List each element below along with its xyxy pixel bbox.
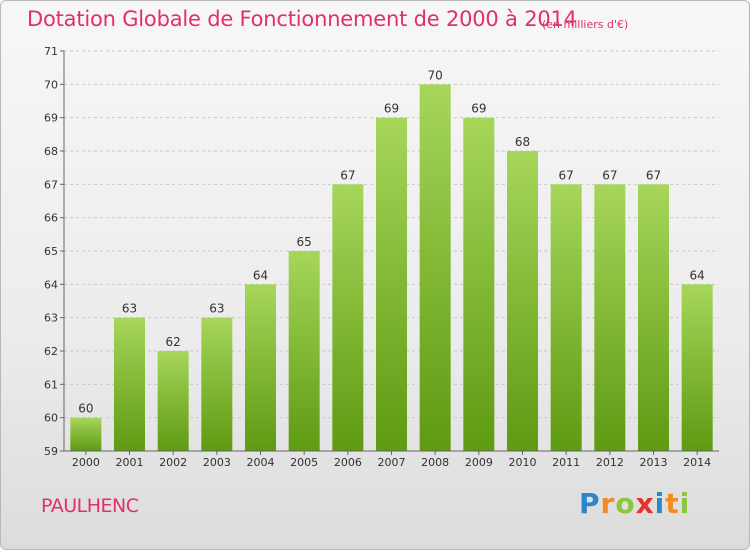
- data-label: 69: [384, 102, 399, 116]
- x-tick-label: 2004: [247, 456, 275, 469]
- data-label: 60: [78, 402, 93, 416]
- y-tick-label: 68: [44, 145, 58, 158]
- x-tick-label: 2014: [683, 456, 711, 469]
- x-tick-label: 2001: [116, 456, 144, 469]
- bar-2011: [550, 184, 582, 452]
- bar-2010: [507, 151, 538, 451]
- x-tick-label: 2012: [596, 456, 624, 469]
- bar-2004: [245, 284, 276, 451]
- bar-2001: [114, 317, 145, 451]
- bar-2000: [70, 417, 102, 451]
- logo-letter: i: [654, 487, 666, 520]
- logo-letter: P: [579, 487, 601, 520]
- x-tick-label: 2011: [552, 456, 580, 469]
- y-tick-label: 66: [44, 212, 58, 225]
- bar-2003: [201, 317, 233, 451]
- y-axis-ticks: 59 60 61 62 63 64 65 66 67 68 69 70 71: [44, 45, 64, 458]
- y-tick-label: 65: [44, 245, 58, 258]
- data-labels: 60 63 62 63 64 65 67 69 70 69 68 67 67 67 64: [78, 68, 705, 415]
- bars: [70, 84, 713, 452]
- data-label: 67: [559, 168, 574, 182]
- bar-2014: [681, 284, 713, 451]
- x-tick-label: 2010: [509, 456, 537, 469]
- y-tick-label: 69: [44, 112, 58, 125]
- y-tick-label: 62: [44, 345, 58, 358]
- data-label: 67: [602, 168, 617, 182]
- x-tick-label: 2013: [640, 456, 668, 469]
- commune-name: PAULHENC: [41, 495, 139, 517]
- data-label: 62: [166, 335, 181, 349]
- data-label: 65: [297, 235, 312, 249]
- x-tick-label: 2002: [159, 456, 187, 469]
- x-tick-label: 2009: [465, 456, 493, 469]
- x-tick-label: 2005: [290, 456, 318, 469]
- logo-letter: r: [600, 487, 616, 520]
- data-label: 63: [209, 302, 224, 316]
- x-tick-label: 2007: [378, 456, 406, 469]
- y-tick-label: 59: [44, 445, 58, 458]
- data-label: 64: [690, 268, 705, 282]
- x-tick-label: 2006: [334, 456, 362, 469]
- x-tick-label: 2003: [203, 456, 231, 469]
- data-label: 69: [471, 102, 486, 116]
- data-label: 68: [515, 135, 530, 149]
- x-tick-label: 2000: [72, 456, 100, 469]
- y-tick-label: 70: [44, 78, 58, 91]
- bar-2006: [332, 184, 364, 452]
- bar-2008: [419, 84, 451, 451]
- data-label: 64: [253, 268, 268, 282]
- chart-title: Dotation Globale de Fonctionnement de 20…: [27, 7, 577, 31]
- y-tick-label: 60: [44, 412, 58, 425]
- y-tick-label: 71: [44, 45, 58, 58]
- logo-letter: x: [635, 487, 655, 520]
- bar-2007: [376, 117, 407, 452]
- bar-2013: [638, 184, 669, 452]
- bar-2012: [594, 184, 626, 452]
- data-label: 63: [122, 302, 137, 316]
- unit-label: (en milliers d'€): [542, 18, 629, 31]
- bar-2002: [157, 351, 189, 451]
- bar-2005: [288, 251, 320, 451]
- logo-letter: o: [615, 487, 636, 520]
- x-tick-label: 2008: [421, 456, 449, 469]
- y-tick-label: 63: [44, 312, 58, 325]
- logo-letter: i: [679, 487, 691, 520]
- bar-2009: [463, 117, 495, 452]
- data-label: 67: [340, 168, 355, 182]
- logo-letter: t: [665, 487, 680, 520]
- y-tick-label: 61: [44, 378, 58, 391]
- y-tick-label: 64: [44, 278, 58, 291]
- data-label: 67: [646, 168, 661, 182]
- x-axis-ticks: 2000 2001 2002 2003 2004 2005 2006 2007 2008 2009…: [72, 451, 711, 469]
- proxiti-logo: Proxiti: [579, 487, 690, 520]
- y-tick-label: 67: [44, 178, 58, 191]
- data-label: 70: [428, 68, 443, 82]
